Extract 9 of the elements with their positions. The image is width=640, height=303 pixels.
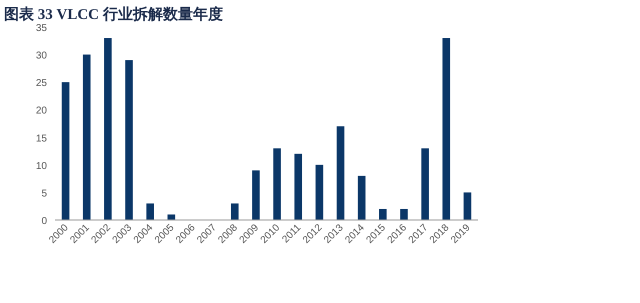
title: 图表 33 VLCC 行业拆解数量年度 (4, 7, 223, 23)
y-tick-label: 15 (36, 133, 48, 144)
y-tick-label: 20 (36, 106, 48, 117)
y-tick-label: 25 (36, 78, 48, 90)
y-tick-label: 10 (36, 160, 48, 172)
y-tick-label: 30 (36, 50, 48, 62)
y-tick-label: 0 (41, 216, 48, 227)
y-tick-label: 35 (36, 23, 48, 34)
y-tick-label: 5 (41, 188, 48, 200)
